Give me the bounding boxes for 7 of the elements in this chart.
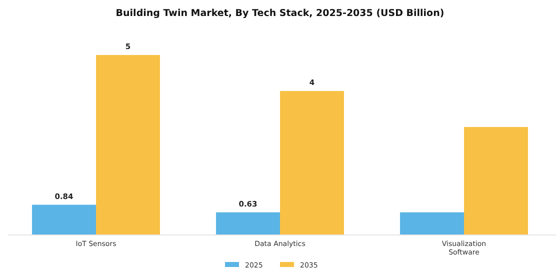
bar — [96, 55, 160, 235]
bar — [400, 212, 464, 235]
chart-title: Building Twin Market, By Tech Stack, 2025-2035 (USD Billion) — [116, 8, 444, 19]
bar — [32, 204, 96, 235]
bar — [464, 127, 528, 235]
bar — [216, 212, 280, 235]
bar — [280, 91, 344, 235]
